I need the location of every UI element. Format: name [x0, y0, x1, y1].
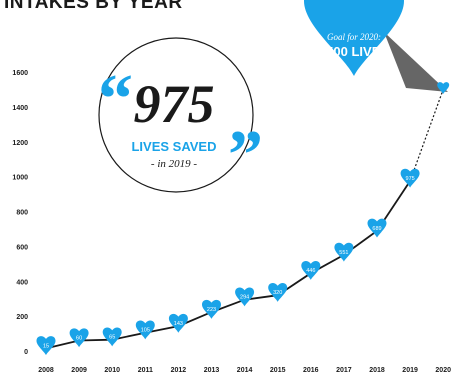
data-label-2019: 975 [406, 176, 415, 182]
data-point-heart-2017: 551 [334, 242, 354, 262]
data-label-2017: 551 [339, 250, 348, 256]
data-label-2016: 446 [306, 268, 315, 274]
callout-circle [98, 37, 254, 193]
data-label-2012: 143 [174, 321, 183, 327]
y-tick-label-7: 1400 [12, 105, 28, 112]
close-quote-icon: ” [228, 117, 263, 194]
data-label-2010: 65 [109, 335, 115, 341]
data-point-heart-2012: 143 [168, 313, 188, 333]
callout-line2: - in 2019 - [151, 158, 197, 170]
y-tick-label-6: 1200 [12, 140, 28, 147]
x-tick-label-2: 2010 [104, 367, 120, 374]
goal-shadow [384, 32, 448, 92]
x-tick-label-0: 2008 [38, 367, 54, 374]
data-label-2009: 60 [76, 336, 82, 342]
x-tick-label-8: 2016 [303, 367, 319, 374]
data-label-2014: 294 [240, 295, 249, 301]
data-label-2013: 223 [207, 307, 216, 313]
x-tick-label-5: 2013 [204, 367, 220, 374]
data-point-heart-2019: 975 [400, 168, 420, 188]
y-tick-label-2: 400 [16, 279, 28, 286]
x-tick-label-10: 2018 [369, 367, 385, 374]
data-point-heart-2008: 15 [36, 336, 56, 356]
data-label-2008: 15 [43, 343, 49, 349]
data-point-heart-2009: 60 [69, 328, 89, 348]
callout-line1: LIVES SAVED [131, 139, 216, 154]
data-point-heart-2011: 105 [135, 320, 155, 340]
goal-point-heart-icon [437, 82, 450, 95]
x-tick-label-6: 2014 [237, 367, 253, 374]
y-tick-label-1: 200 [16, 314, 28, 321]
data-label-2011: 105 [141, 328, 150, 334]
x-tick-label-3: 2011 [138, 367, 153, 374]
data-point-heart-2018: 689 [367, 218, 387, 238]
open-quote-icon: “ [98, 61, 133, 138]
x-tick-label-1: 2009 [71, 367, 87, 374]
x-tick-label-11: 2019 [402, 367, 418, 374]
series-line [45, 180, 411, 350]
y-tick-label-8: 1600 [12, 70, 28, 77]
data-label-2015: 320 [273, 290, 282, 296]
goal-line2: 1500 LIVES [319, 44, 389, 59]
data-point-heart-2016: 446 [301, 261, 321, 280]
y-tick-label-5: 1000 [12, 175, 28, 182]
data-point-heart-2014: 294 [235, 287, 255, 307]
data-label-2018: 689 [372, 226, 381, 232]
data-point-heart-2015: 320 [268, 282, 288, 302]
y-tick-label-0: 0 [24, 349, 28, 356]
x-tick-label-12: 2020 [435, 367, 451, 374]
data-point-heart-2013: 223 [202, 299, 221, 319]
x-tick-label-9: 2017 [336, 367, 352, 374]
chart-title: INTAKES BY YEAR [4, 0, 183, 13]
y-tick-label-3: 600 [16, 244, 28, 251]
x-tick-label-4: 2012 [171, 367, 187, 374]
y-tick-label-4: 800 [16, 210, 28, 217]
callout-number: 975 [134, 74, 215, 134]
goal-line1: Goal for 2020: [327, 32, 381, 42]
goal-projection-line [409, 89, 444, 182]
data-point-heart-2010: 65 [102, 327, 122, 347]
x-tick-label-7: 2015 [270, 367, 286, 374]
